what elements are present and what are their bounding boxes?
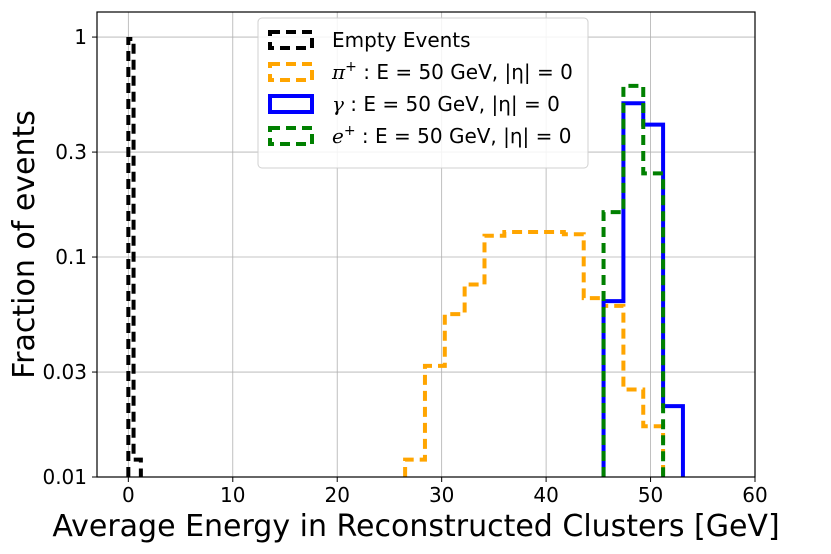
y-axis-label: Fraction of events	[7, 110, 42, 379]
legend-handle	[268, 126, 314, 146]
series-layer	[126, 36, 685, 477]
series-gamma	[601, 101, 685, 477]
legend-handle	[268, 94, 314, 114]
legend-label: e+ : E = 50 GeV, |η| = 0	[332, 123, 572, 148]
legend-handle	[268, 30, 314, 50]
x-tick-label: 30	[429, 483, 454, 507]
series-pi-plus	[403, 229, 666, 477]
legend: Empty Events π+ : E = 50 GeV, |η| = 0 γ : …	[257, 17, 589, 169]
x-tick-label: 0	[122, 483, 135, 507]
x-tick-label: 50	[638, 483, 663, 507]
x-tick-label: 10	[220, 483, 245, 507]
legend-label: π+ : E = 50 GeV, |η| = 0	[331, 59, 573, 84]
x-tick-label: 20	[324, 483, 349, 507]
series-e-plus	[601, 83, 666, 477]
ticks: 0 10 20 30 40 50 60 0.01 0.03 0.1 0.3 1	[42, 25, 767, 507]
y-tick-label: 0.03	[42, 360, 87, 384]
y-tick-label: 1	[74, 25, 87, 49]
x-tick-label: 40	[533, 483, 558, 507]
y-tick-label: 0.01	[42, 465, 87, 489]
plot-frame	[96, 11, 756, 478]
legend-handle	[268, 62, 314, 82]
legend-label: γ : E = 50 GeV, |η| = 0	[332, 92, 560, 116]
x-axis-label: Average Energy in Reconstructed Clusters…	[52, 509, 779, 544]
y-tick-label: 0.3	[55, 140, 87, 164]
legend-box	[257, 17, 589, 169]
y-tick-label: 0.1	[55, 245, 87, 269]
x-tick-label: 60	[742, 483, 767, 507]
legend-label: Empty Events	[332, 28, 471, 52]
